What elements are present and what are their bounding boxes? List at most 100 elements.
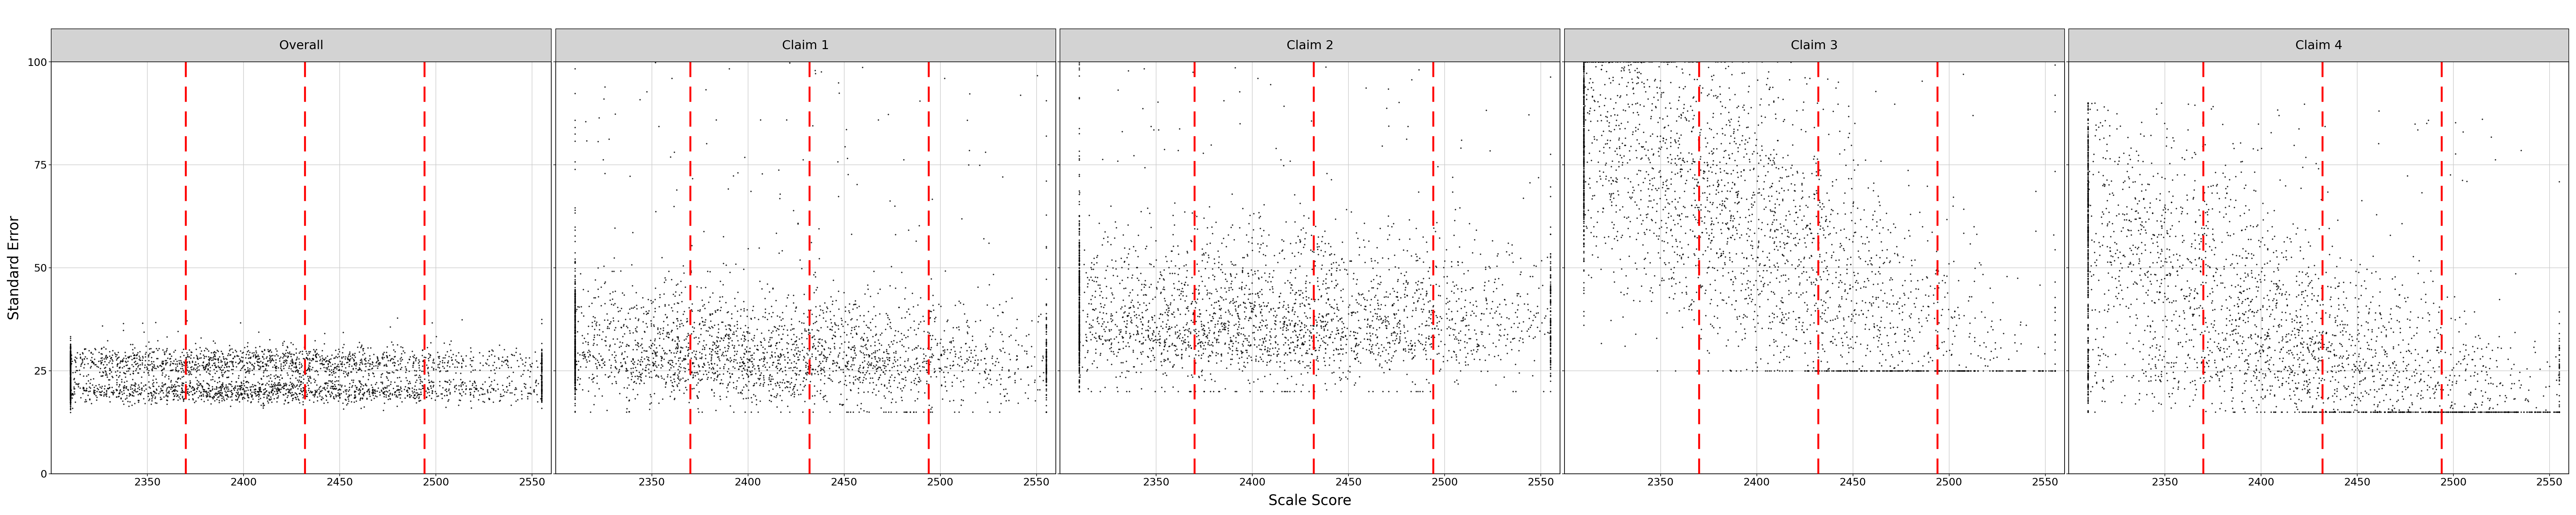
Point: [1530, 338, 1571, 347]
Point: [2069, 383, 2110, 391]
Point: [314, 354, 355, 362]
Point: [278, 370, 319, 378]
Point: [675, 350, 716, 358]
Point: [283, 392, 325, 400]
Point: [554, 345, 595, 353]
Point: [209, 387, 250, 395]
Point: [1059, 283, 1100, 291]
Point: [1728, 218, 1770, 226]
Point: [2478, 408, 2519, 416]
Point: [1955, 314, 1996, 322]
Point: [1984, 329, 2025, 337]
Point: [554, 338, 595, 347]
Point: [301, 352, 343, 360]
Point: [554, 313, 595, 321]
Point: [49, 356, 90, 365]
Point: [240, 374, 281, 383]
Point: [621, 340, 662, 348]
Point: [696, 333, 737, 341]
Point: [629, 309, 670, 317]
Point: [1564, 58, 1605, 66]
Point: [1164, 326, 1206, 334]
Point: [325, 360, 366, 369]
Point: [2483, 408, 2524, 416]
Point: [762, 247, 804, 255]
Point: [2156, 271, 2197, 279]
Point: [278, 381, 319, 389]
Point: [64, 387, 106, 395]
Point: [696, 308, 737, 316]
Point: [876, 408, 917, 416]
Point: [2442, 408, 2483, 416]
Point: [2354, 408, 2396, 416]
Point: [1123, 348, 1164, 356]
Point: [1283, 224, 1324, 232]
Point: [2313, 408, 2354, 416]
Point: [1115, 314, 1157, 322]
Point: [2537, 408, 2576, 416]
Point: [1600, 143, 1641, 151]
Point: [2076, 369, 2117, 377]
Point: [1592, 157, 1633, 165]
Point: [2427, 381, 2468, 389]
Point: [1167, 341, 1208, 349]
Point: [1162, 351, 1203, 359]
Point: [108, 367, 149, 375]
Point: [1437, 258, 1479, 266]
Point: [2213, 336, 2254, 344]
Point: [1229, 219, 1270, 228]
Point: [1589, 190, 1631, 198]
Point: [2537, 408, 2576, 416]
Point: [386, 376, 428, 384]
Point: [1059, 247, 1100, 255]
Point: [1839, 311, 1880, 319]
Point: [1239, 247, 1280, 255]
Point: [2123, 223, 2164, 231]
Point: [1342, 236, 1383, 244]
Point: [2172, 310, 2213, 318]
Point: [1955, 367, 1996, 375]
Point: [2192, 373, 2233, 381]
Point: [2339, 344, 2380, 352]
Point: [2318, 408, 2360, 416]
Point: [198, 353, 240, 361]
Point: [1023, 369, 1064, 377]
Point: [1564, 58, 1605, 66]
Point: [2074, 371, 2115, 380]
Point: [1324, 265, 1365, 273]
Point: [407, 376, 448, 384]
Point: [1023, 353, 1064, 362]
Point: [1399, 322, 1440, 331]
Point: [1716, 224, 1757, 232]
Point: [1801, 171, 1842, 180]
Point: [1175, 387, 1216, 396]
Point: [216, 389, 258, 398]
Point: [554, 338, 595, 346]
Point: [724, 297, 765, 305]
Point: [799, 335, 840, 344]
Point: [167, 381, 209, 389]
Point: [585, 333, 626, 341]
Point: [1564, 184, 1605, 192]
Point: [1059, 344, 1100, 352]
Point: [711, 356, 752, 364]
Point: [1744, 151, 1785, 160]
Point: [799, 363, 840, 371]
Point: [848, 307, 889, 316]
Point: [1141, 311, 1182, 319]
Point: [1059, 272, 1100, 280]
Point: [1079, 291, 1121, 299]
Point: [554, 336, 595, 345]
Point: [1059, 320, 1100, 329]
Point: [1618, 99, 1659, 107]
Point: [554, 310, 595, 318]
Point: [729, 367, 770, 375]
Point: [255, 363, 296, 371]
Point: [1950, 293, 1991, 301]
Point: [608, 396, 649, 404]
Point: [270, 350, 312, 358]
Point: [2069, 221, 2110, 230]
Point: [2174, 376, 2215, 384]
Point: [1638, 152, 1680, 160]
Point: [2295, 308, 2336, 317]
